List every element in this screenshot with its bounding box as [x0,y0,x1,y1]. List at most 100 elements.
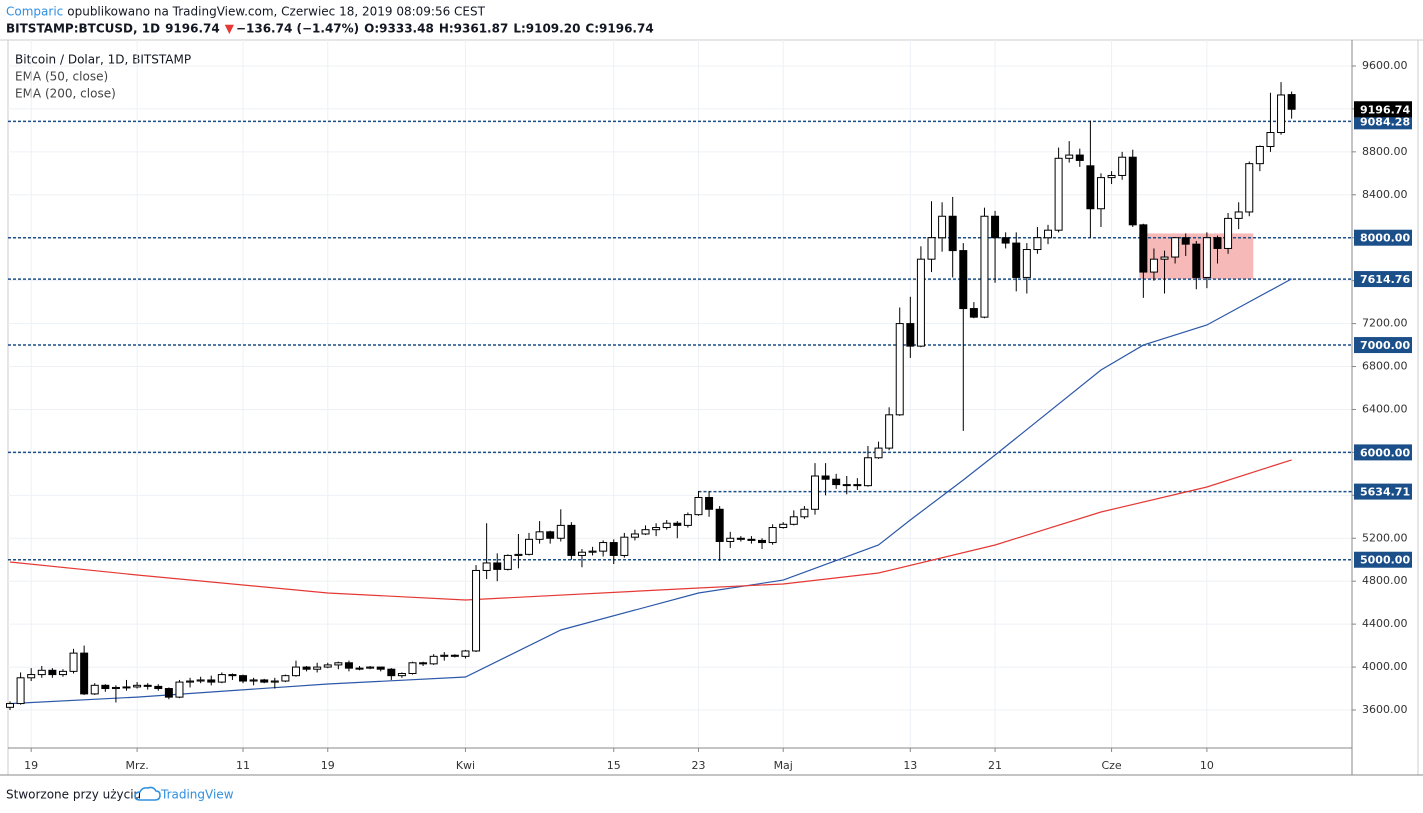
candle-body [620,536,629,556]
y-tick-label: 4800.00 [1362,574,1408,587]
legend-entry: EMA (200, close) [15,87,116,101]
candle-body [525,538,534,555]
candle-body [800,508,809,518]
y-tick-label: 6800.00 [1362,360,1408,373]
candle-body [662,522,671,529]
candle-body [27,674,36,679]
candle-body [874,447,883,459]
candle-body [789,516,798,525]
candle-body [313,666,322,670]
candle-body [1181,237,1190,245]
candle-body [726,537,735,542]
candle-body [408,662,417,675]
candle-body [938,215,947,239]
level-label-bg [1354,483,1412,500]
candle-body [991,215,1000,239]
x-tick-label: 19 [24,759,38,772]
candle-body [694,496,703,516]
candle-body [948,215,957,252]
candle-body [863,457,872,487]
author[interactable]: Comparic [6,5,63,19]
candle-body [461,650,470,657]
last-price-bg [1354,101,1412,118]
candle-body [122,686,131,689]
candle-body [143,684,152,687]
candle-body [80,652,89,695]
candle-body [186,680,195,683]
candle-body [493,562,502,570]
candle-body [747,538,756,541]
candle-body [133,684,142,688]
candle-body [37,669,46,676]
candle-body [1192,243,1201,278]
candle-body [641,529,650,535]
candle-body [429,655,438,665]
candle-body [980,215,989,318]
candle-body [673,522,682,526]
quote-text: ▼ [225,22,235,36]
candle-body [652,527,661,531]
candle-body [1266,132,1275,147]
level-label: 9084.28 [1360,115,1410,128]
candle-body [1139,224,1148,273]
candle-body [1054,157,1063,231]
candle-body [450,654,459,657]
candle-body [397,673,406,677]
candle-body [821,475,830,480]
candle-body [344,662,353,669]
candle-body [249,679,258,682]
legend-entry: EMA (50, close) [15,70,108,84]
y-tick-label: 3600.00 [1362,703,1408,716]
candle-body [959,250,968,310]
candle-body [376,666,385,670]
candle-body [1128,156,1137,226]
x-tick-label: 21 [988,759,1002,772]
candle-body [101,684,110,690]
candle-body [514,553,523,556]
candle-body [853,484,862,487]
quote-text: C:9196.74 [585,22,653,36]
candle-body [503,554,512,570]
candle-body [1160,256,1169,260]
candle-body [1118,156,1127,176]
candle-body [260,679,269,683]
x-tick-label: 19 [321,759,335,772]
level-label: 5000.00 [1360,554,1410,567]
candle-body [48,669,57,676]
candle-body [154,685,163,690]
candle-body [58,670,67,676]
candle-body [705,496,714,510]
candle-body [895,323,904,416]
candle-body [419,662,428,665]
quote-text: L:9109.20 [513,22,580,36]
candle-body [323,664,332,668]
candle-body [546,531,555,539]
footer-link[interactable]: TradingView [160,788,234,802]
last-price-label: 9196.74 [1360,103,1410,116]
candle-body [1033,237,1042,251]
candle-body [164,688,173,698]
candle-body [779,523,788,529]
candle-body [758,539,767,544]
candle-body [366,666,375,669]
y-tick-label: 9600.00 [1362,59,1408,72]
candle-body [281,675,290,682]
candle-body [1245,163,1254,213]
x-tick-label: 23 [691,759,705,772]
y-tick-label: 7200.00 [1362,317,1408,330]
candle-body [387,668,396,677]
candle-body [1065,154,1074,159]
tradingview-logo [134,786,161,801]
x-tick-label: Maj [774,759,793,772]
level-label-bg [1354,113,1412,130]
candle-body [1224,217,1233,249]
ema-line [9,278,1292,705]
candle-body [588,550,597,553]
y-tick-label: 4000.00 [1362,660,1408,673]
x-tick-label: Kwi [456,759,475,772]
candle-body [16,677,25,705]
candle-body [1044,229,1053,239]
candle-body [969,308,978,318]
